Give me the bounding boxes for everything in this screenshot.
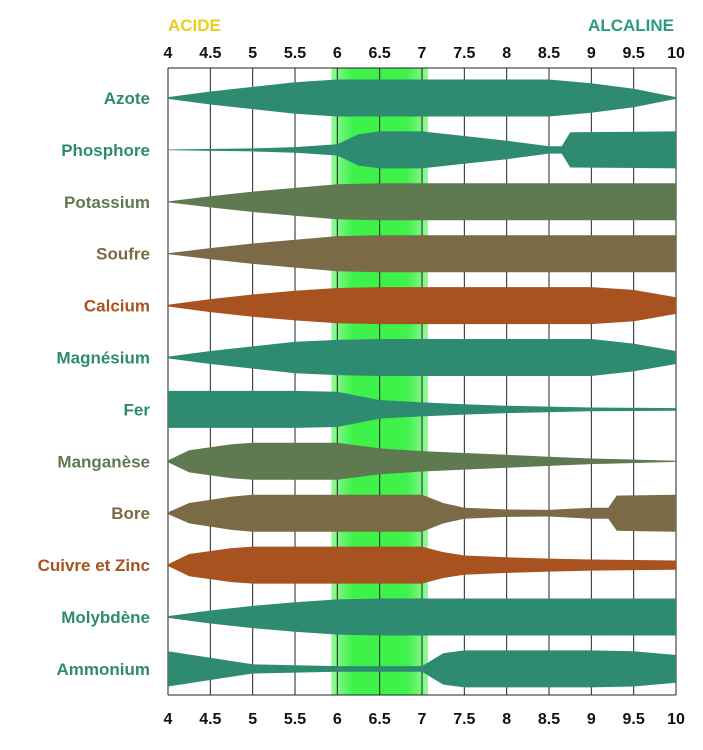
series-9-shape	[168, 494, 676, 532]
tick-bottom-7: 7.5	[453, 711, 475, 728]
series-label-11: Molybdène	[61, 608, 150, 627]
acid-label: ACIDE	[168, 16, 221, 35]
tick-top-2: 5	[248, 45, 257, 62]
tick-bottom-5: 6.5	[369, 711, 391, 728]
series-7-shape	[168, 390, 676, 428]
series-5-shape	[168, 287, 676, 325]
tick-bottom-8: 8	[502, 711, 511, 728]
tick-bottom-0: 4	[164, 711, 173, 728]
series-label-2: Phosphore	[61, 141, 150, 160]
tick-top-1: 4.5	[199, 45, 221, 62]
series-2-shape	[168, 131, 676, 169]
tick-bottom-1: 4.5	[199, 711, 221, 728]
tick-bottom-12: 10	[667, 711, 685, 728]
series-4-shape	[168, 235, 676, 273]
tick-top-12: 10	[667, 45, 685, 62]
nutrient-labels: Azote Phosphore Potassium Soufre Calcium Magn…	[38, 89, 151, 679]
series-label-3: Potassium	[64, 193, 150, 212]
tick-top-7: 7.5	[453, 45, 475, 62]
tick-top-6: 7	[418, 45, 427, 62]
tick-bottom-3: 5.5	[284, 711, 306, 728]
series-label-8: Manganèse	[57, 452, 150, 471]
series-10-shape	[168, 546, 676, 584]
series-1-shape	[168, 79, 676, 117]
tick-bottom-2: 5	[248, 711, 257, 728]
series-6-shape	[168, 339, 676, 376]
alkaline-label: ALCALINE	[588, 16, 674, 35]
gridlines	[167, 67, 677, 696]
series-11-shape	[168, 598, 676, 636]
series-8-shape	[168, 442, 676, 480]
series-label-5: Calcium	[84, 297, 150, 316]
series-label-12: Ammonium	[57, 660, 151, 679]
series-label-6: Magnésium	[56, 349, 150, 368]
tick-top-9: 8.5	[538, 45, 560, 62]
tick-top-4: 6	[333, 45, 342, 62]
series-12-shape	[168, 650, 676, 688]
tick-top-0: 4	[164, 45, 173, 62]
tick-top-3: 5.5	[284, 45, 306, 62]
series-label-9: Bore	[111, 504, 150, 523]
tick-bottom-11: 9.5	[623, 711, 645, 728]
series-label-7: Fer	[124, 400, 151, 419]
tick-bottom-9: 8.5	[538, 711, 560, 728]
ph-axis-ticks: 4 4 4.5 4.5 5 5 5.5 5.5 6 6 6.5 6.5 7 7 7.5 7.5 8 8 8.5 8.5…	[164, 45, 685, 728]
nutrient-series	[168, 79, 676, 688]
tick-top-11: 9.5	[623, 45, 645, 62]
tick-top-8: 8	[502, 45, 511, 62]
series-3-shape	[168, 183, 676, 221]
series-label-4: Soufre	[96, 245, 150, 264]
series-label-1: Azote	[104, 89, 150, 108]
series-label-10: Cuivre et Zinc	[38, 556, 150, 575]
tick-top-10: 9	[587, 45, 596, 62]
tick-bottom-6: 7	[418, 711, 427, 728]
tick-bottom-4: 6	[333, 711, 342, 728]
tick-top-5: 6.5	[369, 45, 391, 62]
tick-bottom-10: 9	[587, 711, 596, 728]
